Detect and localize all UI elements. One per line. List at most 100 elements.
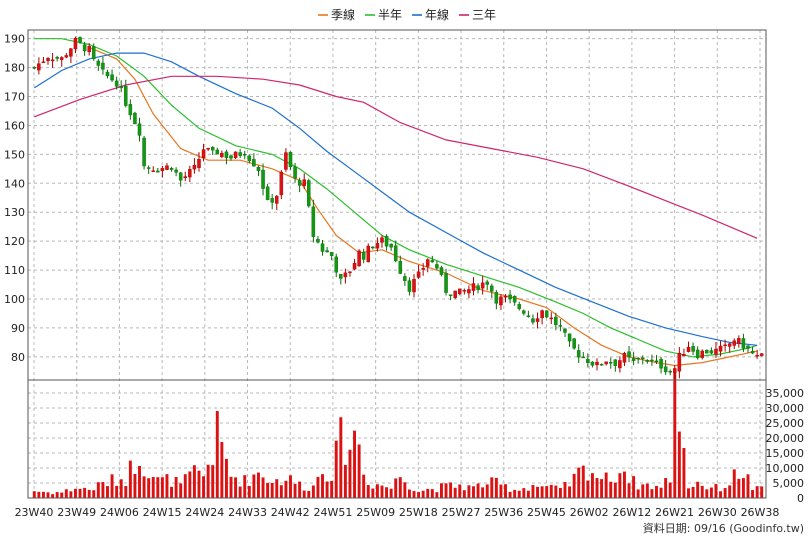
candle-body [563, 328, 567, 333]
candle-body [325, 250, 329, 253]
candle-body [119, 86, 123, 89]
candle-body [526, 315, 531, 317]
volume-bar [275, 479, 279, 498]
volume-bar [73, 488, 77, 498]
volume-bar [106, 486, 109, 498]
candle-body [156, 170, 160, 173]
volume-bar [192, 465, 196, 498]
candle-body [572, 338, 576, 349]
volume-bar [119, 479, 123, 498]
candle-body [302, 179, 306, 186]
candle-body [393, 245, 398, 262]
candle-body [352, 262, 357, 270]
volume-bar [170, 486, 174, 498]
volume-bar [389, 488, 393, 498]
volume-bar [760, 486, 764, 498]
volume-bar [380, 485, 384, 498]
volume-bar [682, 447, 686, 498]
candle-body [705, 350, 709, 354]
candle-body [197, 159, 201, 168]
volume-bar [325, 481, 329, 498]
volume-bar [179, 483, 183, 498]
candle-body [265, 186, 270, 200]
candle-body [165, 165, 169, 170]
volume-bar [339, 417, 343, 498]
candle-body [229, 155, 233, 159]
candle-body [69, 48, 73, 57]
volume-bar [421, 490, 425, 498]
volume-bar [398, 477, 402, 498]
candle-body [339, 273, 343, 279]
candle-body [727, 343, 732, 347]
volume-bar [536, 486, 540, 498]
volume-bar [55, 492, 59, 498]
volume-bar [458, 484, 462, 498]
volume-bar [266, 482, 270, 498]
candle-body [636, 357, 640, 360]
volume-bar [151, 477, 155, 498]
volume-bar [645, 483, 649, 498]
plot-frame [27, 29, 767, 499]
volume-bar [334, 440, 338, 498]
volume-bar [485, 484, 489, 498]
volume-bar [211, 465, 215, 498]
x-tick-label: 24W42 [271, 506, 310, 519]
candle-body [78, 37, 82, 43]
candle-body [233, 151, 238, 158]
volume-bar [366, 485, 370, 498]
candle-body [343, 272, 348, 278]
volume-bar [586, 480, 590, 498]
volume-bar [229, 476, 233, 498]
volume-bar [321, 474, 324, 498]
price-tick-label: 120 [4, 235, 25, 248]
volume-bar [128, 460, 132, 498]
candle-body [284, 152, 288, 170]
volume-bar [353, 430, 357, 498]
volume-bar [531, 485, 535, 498]
volume-bar [600, 479, 604, 498]
candle-body [361, 252, 366, 260]
volume-bar [595, 478, 599, 498]
candle-body [55, 56, 59, 59]
candle-body [188, 169, 192, 178]
volume-bar [453, 487, 457, 498]
candle-body [384, 235, 389, 247]
candle-body [37, 63, 41, 71]
volume-bar [732, 469, 736, 498]
candle-body [206, 147, 210, 150]
candle-body [645, 360, 650, 362]
candle-body [92, 46, 96, 60]
candle-body [128, 104, 133, 116]
candle-body [531, 318, 535, 323]
candle-body [453, 290, 457, 298]
candle-body [737, 338, 741, 344]
candle-body [540, 310, 544, 319]
volume-bar [147, 478, 151, 498]
volume-bar [673, 368, 677, 498]
volume-bar [467, 485, 471, 498]
volume-bar [78, 488, 82, 498]
candle-body [709, 350, 714, 354]
x-tick-label: 24W06 [100, 506, 139, 519]
candle-body [586, 359, 590, 363]
candle-body [462, 290, 467, 292]
volume-bar [279, 485, 283, 498]
candle-body [105, 71, 110, 77]
price-tick-label: 140 [4, 177, 25, 190]
candle-body [169, 168, 174, 170]
volume-bar [572, 473, 576, 498]
volume-bar [719, 491, 723, 498]
candle-body [220, 153, 224, 157]
volume-bar [714, 483, 718, 498]
candle-body [50, 59, 55, 62]
legend: 季線 半年 年線 三年 [318, 7, 496, 22]
candle-body [416, 271, 421, 278]
candle-body [490, 285, 494, 292]
candle-body [64, 55, 69, 58]
candle-body [631, 358, 636, 361]
candle-body [101, 62, 105, 70]
volume-tick-label: 20,000 [766, 432, 805, 445]
volume-bar [668, 482, 672, 498]
